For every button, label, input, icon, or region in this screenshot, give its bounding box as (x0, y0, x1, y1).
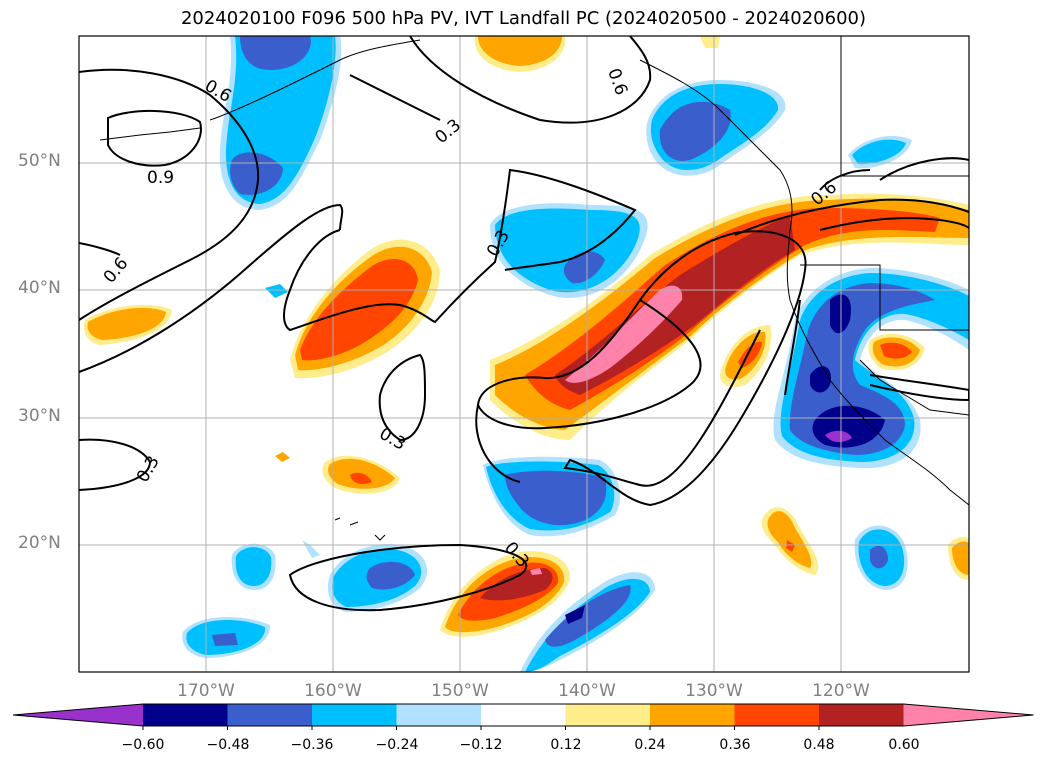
colorbar-segment (734, 704, 820, 726)
colorbar-segment (312, 704, 397, 726)
colorbar-tick-label: −0.12 (459, 737, 503, 753)
lon-label-120w: 120°W (812, 681, 870, 701)
colorbar-segment (565, 704, 651, 726)
contour-label: 0.9 (147, 168, 174, 188)
colorbar-tick-label: −0.60 (121, 737, 165, 753)
lon-label-160w: 160°W (304, 681, 362, 701)
colorbar-segment (143, 704, 228, 726)
colorbar-extend-max (903, 704, 1034, 726)
lat-label-40n: 40°N (18, 278, 61, 298)
lat-label-30n: 30°N (18, 406, 61, 426)
gridlines (79, 36, 969, 672)
colorbar-tick-label: 0.60 (888, 737, 920, 753)
ar-band-pink (565, 285, 683, 383)
colorbar-outline (12, 703, 1034, 727)
lat-label-50n: 50°N (18, 151, 61, 171)
pv-contours (79, 36, 969, 612)
chart-title: 2024020100 F096 500 hPa PV, IVT Landfall… (180, 8, 867, 29)
colorbar-tick-label: −0.36 (290, 737, 334, 753)
lon-label-170w: 170°W (177, 681, 235, 701)
map-frame (78, 35, 970, 673)
lat-label-20n: 20°N (18, 533, 61, 553)
colorbar-segments (12, 703, 1034, 730)
colorbar-segment (650, 704, 735, 726)
colorbar-tick-label: 0.36 (719, 737, 751, 753)
colorbar-segment (227, 704, 313, 726)
lon-label-150w: 150°W (431, 681, 489, 701)
colorbar-tick-label: 0.24 (634, 737, 666, 753)
colorbar-tick-label: 0.12 (550, 737, 582, 753)
map-panel: 0.6 0.9 0.6 0.3 0.6 0.3 0.6 0.3 0.3 0.3 (78, 35, 970, 673)
colorbar-tick-label: −0.24 (375, 737, 419, 753)
colorbar-segment (819, 704, 904, 726)
lon-label-140w: 140°W (558, 681, 616, 701)
lon-label-130w: 130°W (685, 681, 743, 701)
colorbar-tick-label: 0.48 (803, 737, 835, 753)
pc-shading (83, 36, 969, 672)
colorbar-extend-min (13, 704, 143, 726)
colorbar-tick-label: −0.48 (206, 737, 250, 753)
colorbar-segment (481, 704, 566, 726)
colorbar-segment (396, 704, 482, 726)
